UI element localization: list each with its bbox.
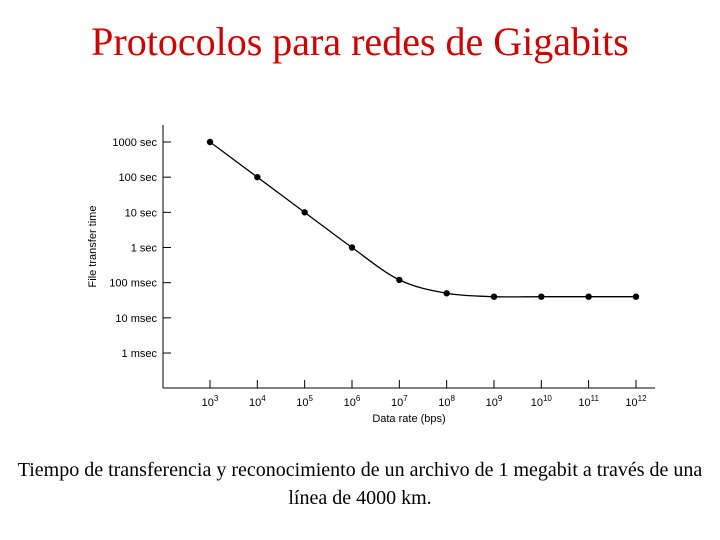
x-tick-label: 106 <box>344 394 361 409</box>
x-tick-label: 103 <box>202 394 219 409</box>
data-point <box>490 293 498 300</box>
y-tick-label: 10 sec <box>125 207 158 219</box>
y-tick-label: 1 sec <box>131 243 158 255</box>
x-tick-label: 107 <box>391 394 408 409</box>
data-point <box>396 276 403 284</box>
figure-caption: Tiempo de transferencia y reconocimiento… <box>17 459 703 509</box>
data-point <box>538 293 545 300</box>
y-tick-label: 1000 sec <box>112 137 157 149</box>
x-tick-label: 109 <box>486 394 503 409</box>
x-tick-label: 1011 <box>578 394 599 409</box>
y-axis-label: File transfer time <box>87 206 99 288</box>
x-tick-label: 104 <box>249 394 266 409</box>
data-point <box>348 244 356 251</box>
y-tick-label: 1 msec <box>122 348 158 360</box>
x-tick-label: 105 <box>296 394 313 409</box>
data-point <box>301 209 308 216</box>
data-point <box>632 293 640 300</box>
y-tick-label: 100 sec <box>118 172 157 184</box>
data-point <box>254 173 261 181</box>
x-tick-label: 1012 <box>625 394 647 409</box>
y-tick-label: 10 msec <box>115 313 157 325</box>
x-tick-label: 108 <box>438 394 455 409</box>
data-point <box>206 138 214 146</box>
x-tick-label: 1010 <box>531 394 553 409</box>
data-point <box>585 293 592 300</box>
y-tick-label: 100 msec <box>109 278 157 290</box>
series-line <box>209 141 636 298</box>
data-point <box>443 290 450 297</box>
slide-title: Protocolos para redes de Gigabits <box>91 19 629 64</box>
x-axis-label: Data rate (bps) <box>372 413 445 425</box>
file-transfer-chart: 1000 sec 100 sec 10 sec 1 sec 100 msec 10 mse… <box>87 125 655 425</box>
